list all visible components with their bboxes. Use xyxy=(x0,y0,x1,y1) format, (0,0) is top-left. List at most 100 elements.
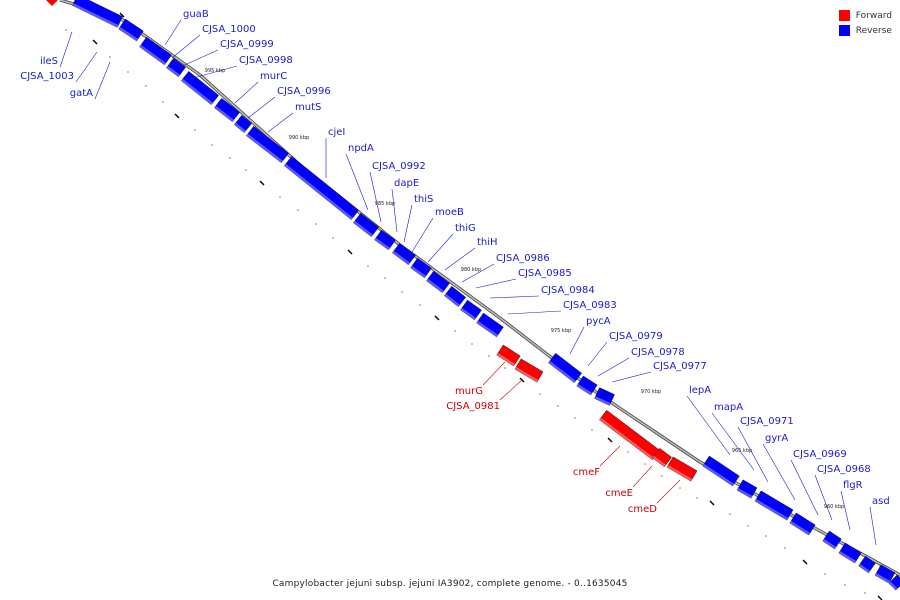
forward-gene-arrow-shine xyxy=(496,352,516,367)
forward-gene-label: cmeF xyxy=(573,467,600,478)
reverse-gene-arrow xyxy=(180,70,220,106)
minor-tick xyxy=(315,223,317,225)
reverse-gene-arrow xyxy=(443,285,467,308)
scale-tick-label: 990 kbp xyxy=(289,135,309,141)
backbone-shadow xyxy=(59,0,900,577)
forward-swatch xyxy=(838,10,850,21)
leader-line xyxy=(737,426,769,483)
reverse-gene-arrow xyxy=(410,257,432,279)
leader-line xyxy=(587,341,608,367)
reverse-gene-arrow-shine xyxy=(548,360,576,383)
reverse-gene-label: flgR xyxy=(843,480,863,491)
reverse-gene-arrow-shine xyxy=(594,396,611,406)
reverse-gene-arrow xyxy=(476,312,504,338)
leader-line xyxy=(599,445,621,467)
scale-tick-label: 995 kbp xyxy=(205,68,225,74)
minor-tick xyxy=(245,169,247,171)
reverse-gene-arrow-shine xyxy=(460,307,476,320)
major-tick xyxy=(92,39,98,45)
major-tick xyxy=(877,595,883,600)
reverse-gene-arrow xyxy=(245,125,290,164)
reverse-gene-label: CJSA_0978 xyxy=(631,347,685,358)
minor-tick xyxy=(557,405,559,407)
reverse-gene-arrow xyxy=(789,512,816,536)
scale-tick-label: 980 kbp xyxy=(461,267,481,273)
forward-gene-arrow xyxy=(496,344,521,367)
forward-gene-arrow xyxy=(666,456,698,482)
reverse-gene-arrow-shine xyxy=(476,320,498,337)
reverse-gene-label: asd xyxy=(872,496,890,507)
reverse-gene-arrow xyxy=(213,97,241,123)
reverse-gene-arrow-shine xyxy=(822,538,837,549)
genome-backbone xyxy=(59,0,900,577)
reverse-gene-label: CJSA_0977 xyxy=(653,361,707,372)
reverse-gene-label: murC xyxy=(260,71,287,82)
major-tick xyxy=(434,315,440,321)
leader-line xyxy=(391,188,398,233)
minor-tick xyxy=(488,355,490,357)
reverse-gene-arrow-shine xyxy=(838,550,857,564)
reverse-gene-arrow-shine xyxy=(875,573,891,584)
minor-tick xyxy=(824,573,826,575)
reverse-gene-arrow xyxy=(736,479,758,499)
reverse-gene-arrow xyxy=(426,270,450,294)
reverse-gene-arrow xyxy=(283,155,360,221)
forward-gene-label: cmeD xyxy=(628,504,657,515)
backbone-line xyxy=(59,0,900,576)
reverse-gene-label: CJSA_0996 xyxy=(277,86,331,97)
reverse-gene-label: thiH xyxy=(477,237,498,248)
leader-line xyxy=(507,310,562,315)
leader-line xyxy=(59,31,73,68)
reverse-gene-arrow xyxy=(374,229,396,251)
reverse-gene-arrow xyxy=(460,299,482,321)
forward-gene-arrow-shine xyxy=(652,455,666,467)
reverse-gene-label: CJSA_0998 xyxy=(239,55,293,66)
leader-line xyxy=(762,443,796,501)
leader-line xyxy=(164,19,182,46)
minor-tick xyxy=(679,487,681,489)
forward-gene-arrow xyxy=(514,358,544,383)
reverse-gene-label: CJSA_1003 xyxy=(20,71,74,82)
reverse-gene-arrow-shine xyxy=(888,581,898,591)
reverse-gene-arrow xyxy=(594,387,615,406)
leader-line xyxy=(427,233,454,263)
minor-tick xyxy=(591,429,593,431)
minor-tick xyxy=(279,196,281,198)
reverse-gene-arrow-shine xyxy=(139,44,166,65)
forward-gene-label: CJSA_0981 xyxy=(446,401,500,412)
reverse-gene-arrow-shine xyxy=(118,26,139,41)
reverse-gene-label: CJSA_0979 xyxy=(609,331,663,342)
reverse-gene-arrow-shine xyxy=(234,122,246,133)
leader-line xyxy=(403,204,413,243)
leader-line xyxy=(611,371,652,383)
leader-line xyxy=(247,96,276,119)
leader-line xyxy=(499,379,523,401)
scale-ticks: 995 kbp 990 kbp 985 kbp 980 kbp 975 kbp 970 k… xyxy=(65,12,883,600)
reverse-gene-arrow xyxy=(233,114,253,134)
leader-line xyxy=(711,412,755,471)
reverse-gene-arrow xyxy=(858,555,876,574)
gene-labels: guaB CJSA_1000 CJSA_0999 CJSA_0998 murC CJSA_… xyxy=(20,9,889,515)
reverse-gene-label: mutS xyxy=(295,102,321,113)
minor-tick xyxy=(844,584,846,586)
reverse-gene-label: npdA xyxy=(348,143,374,154)
minor-tick xyxy=(644,463,646,465)
forward-gene-arrow xyxy=(599,409,660,461)
forward-gene-arrow xyxy=(652,447,672,468)
minor-tick xyxy=(109,56,111,58)
reverse-gene-label: guaB xyxy=(183,9,209,20)
scale-tick-label: 960 kbp xyxy=(824,504,844,510)
leader-line xyxy=(790,459,819,516)
label-leader-lines xyxy=(59,19,877,546)
reverse-gene-arrow xyxy=(139,36,172,66)
legend-reverse-label: Reverse xyxy=(855,25,892,36)
scale-tick-label: 965 kbp xyxy=(732,448,752,454)
minor-tick xyxy=(367,265,369,267)
major-tick xyxy=(802,559,808,565)
legend-item-reverse: Reverse xyxy=(838,23,892,38)
leader-line xyxy=(177,49,219,69)
leader-line xyxy=(686,395,731,456)
reverse-gene-label: CJSA_0992 xyxy=(372,161,426,172)
